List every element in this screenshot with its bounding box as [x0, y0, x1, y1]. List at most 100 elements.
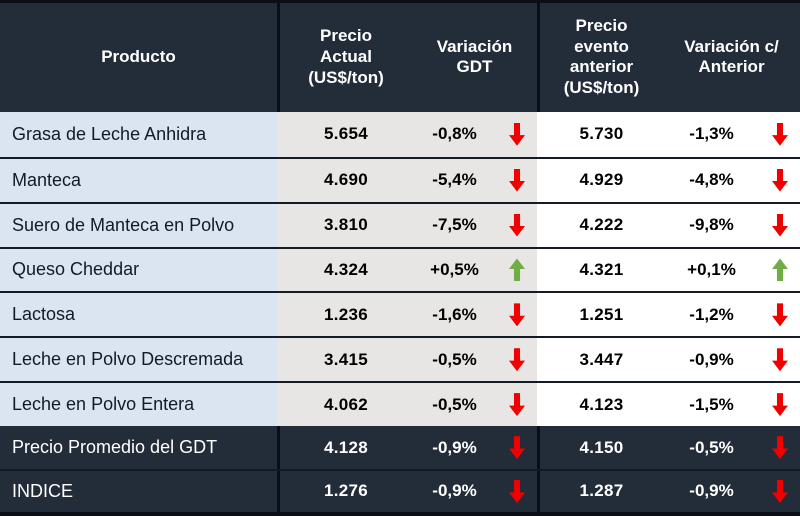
variacion-gdt-value: -0,5%	[432, 349, 477, 369]
precio-actual-value: 4.062	[280, 383, 412, 427]
variacion-gdt-value: -0,9%	[432, 481, 477, 501]
precio-anterior-value: 1.251	[540, 293, 663, 337]
variacion-gdt-cell: -7,5%	[412, 203, 537, 247]
variacion-anterior-cell: -1,2%	[663, 293, 800, 337]
product-name: Queso Cheddar	[0, 248, 277, 292]
column-divider	[277, 111, 280, 157]
col-header-variacion-anterior: Variación c/ Anterior	[663, 3, 800, 112]
column-divider	[277, 471, 280, 512]
trend-arrow-icon	[509, 479, 525, 503]
variacion-gdt-value: -0,5%	[432, 394, 477, 414]
product-name: Grasa de Leche Anhidra	[0, 111, 277, 157]
table-row: Leche en Polvo Descremada 3.415 -0,5% 3.…	[0, 336, 800, 382]
trend-arrow-icon	[509, 436, 525, 460]
trend-arrow-icon	[509, 393, 525, 417]
variacion-gdt-value: -7,5%	[432, 215, 477, 235]
column-divider	[277, 248, 280, 292]
trend-arrow-icon	[772, 436, 788, 460]
variacion-gdt-cell: -0,8%	[412, 111, 537, 157]
column-divider	[537, 158, 540, 202]
variacion-anterior-cell: -0,9%	[663, 471, 800, 512]
table-row: Grasa de Leche Anhidra 5.654 -0,8% 5.730…	[0, 111, 800, 157]
column-divider	[277, 203, 280, 247]
variacion-gdt-cell: -0,9%	[412, 426, 537, 470]
variacion-anterior-value: +0,1%	[687, 259, 736, 279]
precio-actual-value: 4.690	[280, 158, 412, 202]
product-name: Leche en Polvo Descremada	[0, 338, 277, 382]
product-name: Lactosa	[0, 293, 277, 337]
column-divider	[537, 203, 540, 247]
variacion-anterior-value: -1,2%	[689, 304, 734, 324]
variacion-gdt-cell: -0,9%	[412, 471, 537, 512]
column-divider	[537, 293, 540, 337]
trend-arrow-icon	[509, 213, 525, 237]
precio-actual-value: 4.324	[280, 248, 412, 292]
precio-actual-value: 3.810	[280, 203, 412, 247]
variacion-gdt-value: -0,9%	[432, 437, 477, 457]
variacion-anterior-value: -9,8%	[689, 215, 734, 235]
variacion-gdt-cell: -5,4%	[412, 158, 537, 202]
variacion-anterior-value: -4,8%	[689, 170, 734, 190]
table-row: Queso Cheddar 4.324 +0,5% 4.321 +0,1%	[0, 246, 800, 292]
column-divider	[277, 338, 280, 382]
summary-row: Precio Promedio del GDT 4.128 -0,9% 4.15…	[0, 426, 800, 470]
variacion-anterior-cell: -9,8%	[663, 203, 800, 247]
column-divider	[537, 383, 540, 427]
table-row: Suero de Manteca en Polvo 3.810 -7,5% 4.…	[0, 201, 800, 247]
precio-actual-value: 3.415	[280, 338, 412, 382]
column-divider	[537, 248, 540, 292]
variacion-anterior-cell: -0,9%	[663, 338, 800, 382]
variacion-anterior-cell: -0,5%	[663, 426, 800, 470]
variacion-gdt-value: -0,8%	[432, 124, 477, 144]
col-header-producto: Producto	[0, 3, 277, 112]
trend-arrow-icon	[509, 348, 525, 372]
summary-row: INDICE 1.276 -0,9% 1.287 -0,9%	[0, 469, 800, 512]
table-row: Lactosa 1.236 -1,6% 1.251 -1,2%	[0, 291, 800, 337]
precio-anterior-value: 4.123	[540, 383, 663, 427]
trend-arrow-icon	[772, 393, 788, 417]
header-column-divider	[537, 3, 540, 112]
precio-actual-value: 5.654	[280, 111, 412, 157]
variacion-anterior-value: -0,5%	[689, 437, 734, 457]
precio-actual-value: 1.236	[280, 293, 412, 337]
precio-anterior-value: 4.321	[540, 248, 663, 292]
product-name: Suero de Manteca en Polvo	[0, 203, 277, 247]
precio-anterior-value: 1.287	[540, 471, 663, 512]
trend-arrow-icon	[509, 258, 525, 282]
summary-label: INDICE	[0, 471, 277, 512]
precio-anterior-value: 4.222	[540, 203, 663, 247]
precio-anterior-value: 5.730	[540, 111, 663, 157]
column-divider	[537, 426, 540, 470]
variacion-gdt-cell: +0,5%	[412, 248, 537, 292]
trend-arrow-icon	[772, 213, 788, 237]
variacion-anterior-value: -0,9%	[689, 349, 734, 369]
precio-actual-value: 1.276	[280, 471, 412, 512]
header-column-divider	[277, 3, 280, 112]
precio-anterior-value: 4.929	[540, 158, 663, 202]
variacion-anterior-cell: -4,8%	[663, 158, 800, 202]
summary-label: Precio Promedio del GDT	[0, 426, 277, 470]
product-name: Leche en Polvo Entera	[0, 383, 277, 427]
variacion-anterior-cell: +0,1%	[663, 248, 800, 292]
variacion-anterior-value: -1,3%	[689, 124, 734, 144]
col-header-precio-evento-anterior: Precio evento anterior (US$/ton)	[540, 3, 663, 112]
trend-arrow-icon	[772, 479, 788, 503]
trend-arrow-icon	[509, 168, 525, 192]
variacion-gdt-cell: -0,5%	[412, 338, 537, 382]
precio-actual-value: 4.128	[280, 426, 412, 470]
trend-arrow-icon	[772, 348, 788, 372]
trend-arrow-icon	[509, 303, 525, 327]
variacion-anterior-cell: -1,3%	[663, 111, 800, 157]
column-divider	[277, 383, 280, 427]
variacion-gdt-value: +0,5%	[430, 259, 479, 279]
column-divider	[277, 293, 280, 337]
trend-arrow-icon	[772, 122, 788, 146]
precio-anterior-value: 4.150	[540, 426, 663, 470]
variacion-gdt-value: -5,4%	[432, 170, 477, 190]
variacion-gdt-cell: -0,5%	[412, 383, 537, 427]
trend-arrow-icon	[772, 168, 788, 192]
column-divider	[537, 111, 540, 157]
variacion-anterior-value: -0,9%	[689, 481, 734, 501]
precio-anterior-value: 3.447	[540, 338, 663, 382]
